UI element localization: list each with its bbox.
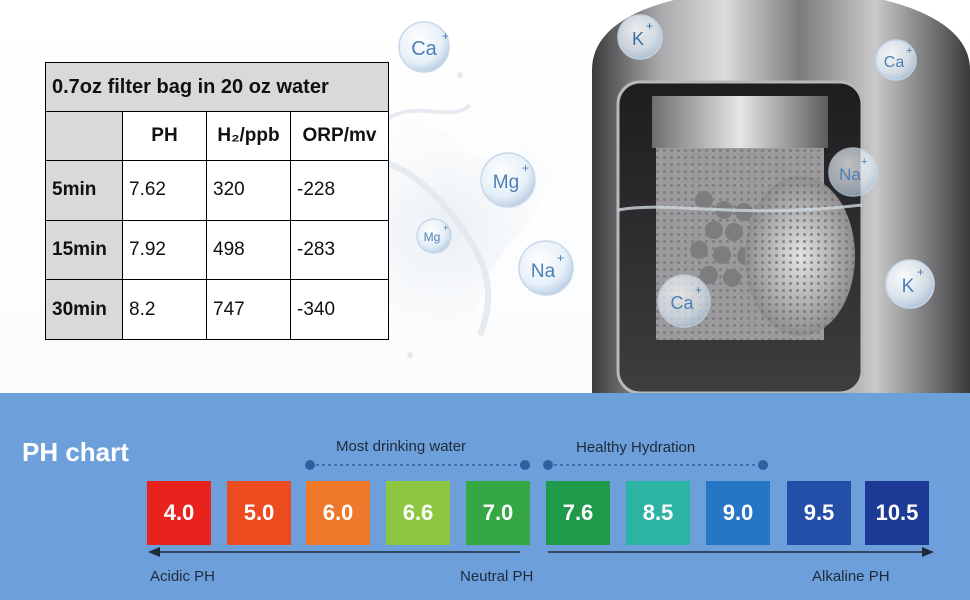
table-row: 15min 7.92 498 -283 — [45, 219, 389, 281]
ph-value: 4.0 — [163, 500, 195, 525]
cell-ph: 7.92 — [122, 219, 207, 281]
test-results-table: 0.7oz filter bag in 20 oz water PH H₂/pp… — [45, 62, 389, 340]
header-blank — [45, 111, 123, 161]
table-header-row: PH H₂/ppb ORP/mv — [45, 111, 389, 161]
header-ph: PH — [122, 111, 207, 161]
cell-h2: 747 — [206, 279, 291, 340]
cell-orp: -283 — [290, 219, 389, 281]
ph-box-4-0: 4.0 — [147, 481, 211, 545]
ph-value: 6.6 — [402, 500, 434, 525]
row-label: 5min — [45, 160, 123, 221]
ph-chart-title: PH chart — [22, 437, 129, 467]
ph-value: 7.6 — [562, 500, 594, 525]
ph-box-9-5: 9.5 — [787, 481, 851, 545]
axis-label-acidic: Acidic PH — [150, 568, 216, 585]
cell-orp: -340 — [290, 279, 389, 340]
cell-h2: 498 — [206, 219, 291, 281]
table-caption: 0.7oz filter bag in 20 oz water — [45, 62, 389, 112]
ph-box-6-6: 6.6 — [386, 481, 450, 545]
range-label-healthy-hydration: Healthy Hydration — [576, 439, 696, 456]
ph-value: 7.0 — [482, 500, 514, 525]
range-label-most-drinking-water: Most drinking water — [336, 438, 467, 455]
row-label: 15min — [45, 219, 123, 281]
ph-box-8-5: 8.5 — [626, 481, 690, 545]
results-table: 0.7oz filter bag in 20 oz water PH H₂/pp… — [45, 62, 389, 340]
bottle-filter-image — [592, 0, 970, 393]
ph-value: 6.0 — [322, 500, 354, 525]
row-label: 30min — [45, 279, 123, 340]
cell-ph: 7.62 — [122, 160, 207, 221]
ph-value: 8.5 — [642, 500, 674, 525]
cell-orp: -228 — [290, 160, 389, 221]
ph-box-7-0: 7.0 — [466, 481, 530, 545]
header-orp: ORP/mv — [290, 111, 389, 161]
cell-ph: 8.2 — [122, 279, 207, 340]
ph-box-7-6: 7.6 — [546, 481, 610, 545]
ph-box-6-0: 6.0 — [306, 481, 370, 545]
header-h2: H₂/ppb — [206, 111, 291, 161]
axis-label-neutral: Neutral PH — [460, 568, 534, 585]
ph-value: 5.0 — [243, 500, 275, 525]
table-caption-row: 0.7oz filter bag in 20 oz water — [45, 62, 389, 112]
ph-value: 9.5 — [803, 500, 835, 525]
ph-box-9-0: 9.0 — [706, 481, 770, 545]
ph-value: 10.5 — [875, 500, 919, 525]
cell-h2: 320 — [206, 160, 291, 221]
ph-box-5-0: 5.0 — [227, 481, 291, 545]
axis-label-alkaline: Alkaline PH — [812, 568, 890, 585]
ph-value: 9.0 — [722, 500, 754, 525]
ph-box-10-5: 10.5 — [865, 481, 929, 545]
table-row: 5min 7.62 320 -228 — [45, 160, 389, 221]
table-row: 30min 8.2 747 -340 — [45, 279, 389, 340]
